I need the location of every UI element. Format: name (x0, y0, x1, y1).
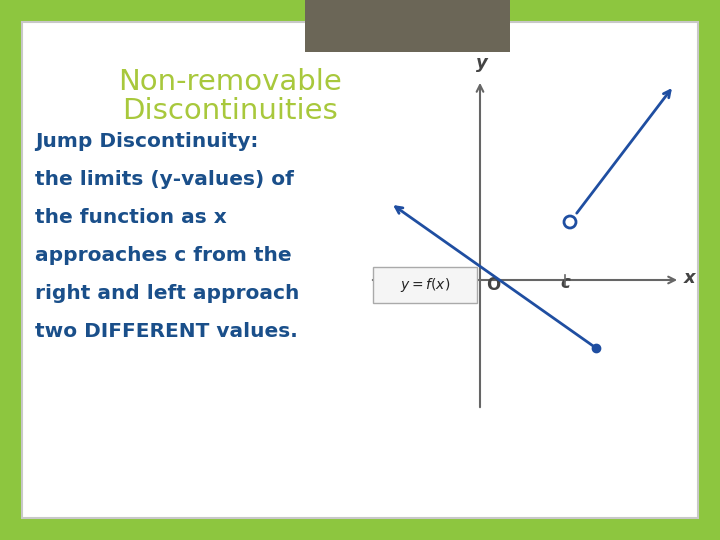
FancyBboxPatch shape (22, 22, 698, 518)
Circle shape (564, 216, 576, 228)
Text: two DIFFERENT values.: two DIFFERENT values. (35, 322, 298, 341)
Bar (305, 0, 510, 52)
Text: right and left approach: right and left approach (35, 284, 300, 303)
Text: Discontinuities: Discontinuities (122, 97, 338, 125)
Text: y: y (476, 54, 488, 72)
Text: the limits (y-values) of: the limits (y-values) of (35, 170, 294, 189)
Text: Non-removable: Non-removable (118, 68, 342, 96)
Text: O: O (486, 276, 500, 294)
Text: x: x (684, 269, 696, 287)
Text: approaches c from the: approaches c from the (35, 246, 292, 265)
Text: c: c (560, 274, 570, 292)
FancyBboxPatch shape (373, 267, 477, 303)
Text: Jump Discontinuity:: Jump Discontinuity: (35, 132, 258, 151)
Text: the function as x: the function as x (35, 208, 227, 227)
Text: $y = f(x)$: $y = f(x)$ (400, 276, 450, 294)
